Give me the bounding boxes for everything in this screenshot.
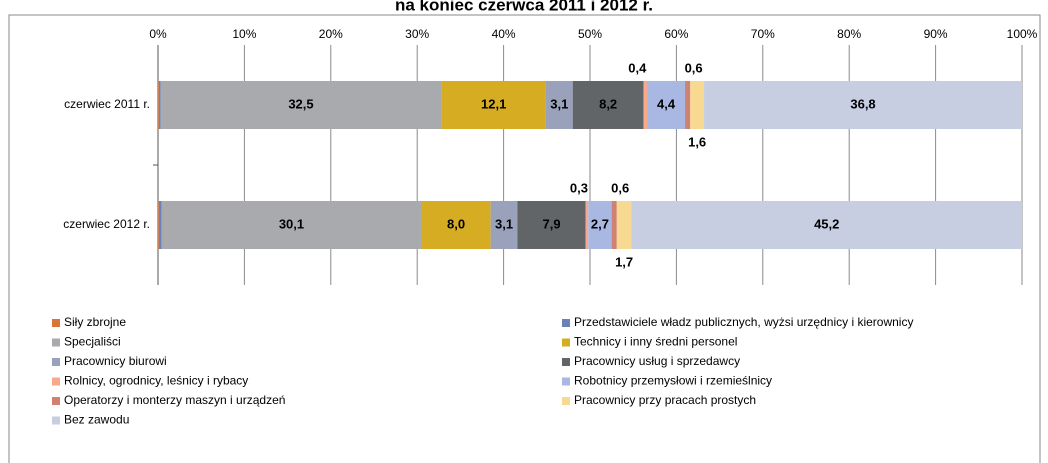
legend-label: Operatorzy i monterzy maszyn i urządzeń [64, 393, 285, 407]
value-label: 2,7 [591, 216, 609, 231]
legend-swatch [562, 358, 570, 366]
legend-label: Technicy i inny średni personel [574, 335, 737, 349]
x-tick-label: 90% [924, 27, 948, 41]
value-label: 8,0 [447, 216, 465, 231]
x-tick-label: 30% [405, 27, 429, 41]
legend-label: Pracownicy usług i sprzedawcy [574, 354, 740, 368]
value-label: 0,6 [611, 180, 629, 195]
legend-swatch [562, 397, 570, 405]
value-label: 0,4 [628, 60, 647, 75]
bar-segment [158, 81, 161, 129]
value-label: 0,6 [685, 60, 703, 75]
bar-segment [421, 201, 491, 249]
value-label: 3,1 [495, 216, 513, 231]
bar-segment [158, 201, 162, 249]
bar-segment [704, 81, 1022, 129]
legend-label: Siły zbrojne [64, 315, 126, 329]
bar-segment [160, 81, 442, 129]
bar-segment [517, 201, 586, 249]
bar-segment [158, 81, 159, 129]
x-tick-label: 10% [232, 27, 256, 41]
chart-frame [8, 14, 1041, 463]
value-label: 3,1 [550, 96, 568, 111]
bar-segment [545, 81, 573, 129]
value-label: 32,5 [288, 96, 313, 111]
value-label: 30,1 [279, 216, 304, 231]
x-tick-label: 70% [751, 27, 775, 41]
legend-swatch [52, 358, 60, 366]
value-label: 8,2 [599, 96, 617, 111]
legend-swatch [52, 416, 60, 425]
bar-segment [490, 201, 518, 249]
bar-segment [685, 81, 691, 129]
legend-label: Bez zawodu [64, 413, 129, 427]
x-tick-label: 50% [578, 27, 602, 41]
value-label: 45,2 [814, 216, 839, 231]
value-label: 36,8 [850, 96, 875, 111]
y-tick-label: czerwiec 2011 r. [64, 97, 150, 111]
value-label: 4,4 [657, 96, 676, 111]
x-tick-label: 20% [319, 27, 343, 41]
legend-label: Pracownicy biurowi [64, 354, 167, 368]
value-label: 0,3 [570, 180, 588, 195]
bar-segment [616, 201, 632, 249]
bar-segment [572, 81, 644, 129]
bar-segment [643, 81, 648, 129]
bar-segment [585, 201, 589, 249]
value-label: 12,1 [481, 96, 506, 111]
legend-swatch [52, 397, 60, 405]
value-label: 1,6 [688, 134, 706, 149]
bar-segment [647, 81, 686, 129]
legend-label: Rolnicy, ogrodnicy, leśnicy i rybacy [64, 374, 248, 388]
x-tick-label: 60% [664, 27, 688, 41]
legend-label: Specjaliści [64, 335, 121, 349]
legend-swatch [562, 377, 570, 386]
x-tick-label: 100% [1007, 27, 1038, 41]
x-tick-label: 80% [837, 27, 861, 41]
legend-label: Robotnicy przemysłowi i rzemieślnicy [574, 374, 772, 388]
legend-swatch [562, 338, 570, 347]
bar-segment [631, 201, 1022, 249]
legend-label: Pracownicy przy pracach prostych [574, 393, 756, 407]
bar-segment [690, 81, 705, 129]
x-tick-label: 0% [149, 27, 167, 41]
legend-swatch [52, 319, 60, 327]
legend-swatch [52, 338, 60, 347]
chart-title: na koniec czerwca 2011 i 2012 r. [395, 0, 653, 14]
legend-swatch [52, 377, 60, 386]
bar-segment [611, 201, 617, 249]
y-tick-label: czerwiec 2012 r. [63, 217, 150, 231]
legend-label: Przedstawiciele władz publicznych, wyżsi… [574, 315, 913, 329]
value-label: 7,9 [543, 216, 561, 231]
bar-segment [161, 201, 422, 249]
x-tick-label: 40% [492, 27, 516, 41]
value-label: 1,7 [615, 254, 633, 269]
bar-segment [158, 201, 159, 249]
bar-segment [588, 201, 612, 249]
legend-swatch [562, 319, 570, 327]
bar-segment [441, 81, 546, 129]
